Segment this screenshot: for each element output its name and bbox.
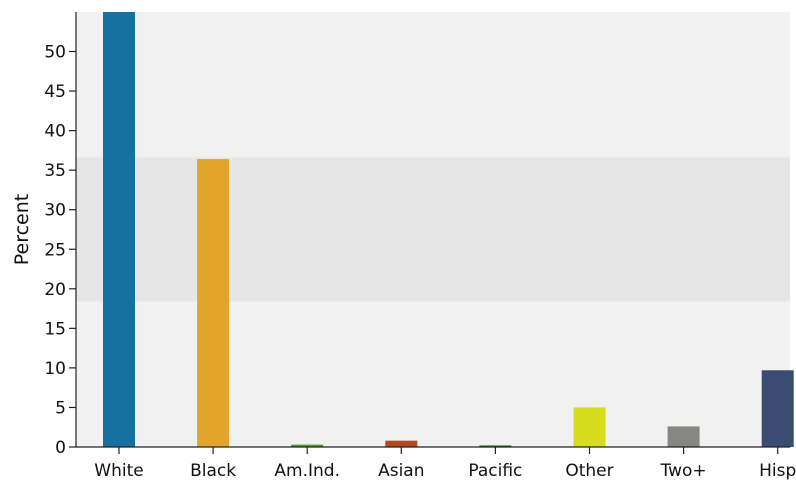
x-tick-label: White [94,461,143,481]
background-band [76,301,790,447]
x-tick-label: Asian [378,461,424,481]
bar [761,370,794,447]
y-tick-label: 25 [44,240,66,260]
background-band [76,12,790,158]
x-axis: White Black Am.Ind. Asian Pacific Other Two+ Hi… [76,446,796,481]
x-tick-label: Two+ [660,461,707,481]
y-tick-label: 20 [44,280,66,300]
bar [291,444,324,447]
y-tick-label: 0 [55,438,66,458]
bar [103,12,135,447]
y-axis: 0 5 10 15 20 25 30 35 40 45 50 [44,12,77,458]
x-tick-label: Am.Ind. [274,461,340,481]
y-tick-label: 45 [44,82,66,102]
y-tick-label: 30 [44,201,66,221]
y-tick-label: 10 [44,359,66,379]
y-tick-label: 50 [44,43,66,63]
x-tick-label: Other [565,461,613,481]
x-tick-label: Black [190,461,236,481]
bar [479,445,512,447]
x-tick-label: Pacific [468,461,522,481]
y-tick-label: 35 [44,161,66,181]
bar [667,426,700,447]
y-tick-label: 15 [44,319,66,339]
background-band [76,157,790,302]
bar [573,407,606,447]
bar [197,159,230,448]
y-tick-label: 5 [55,398,66,418]
y-tick-label: 40 [44,122,66,142]
bar [385,440,418,447]
x-tick-label: Hisp [759,461,796,481]
bars [103,12,794,448]
y-axis-title: Percent [11,194,33,266]
background-bands [76,12,790,447]
